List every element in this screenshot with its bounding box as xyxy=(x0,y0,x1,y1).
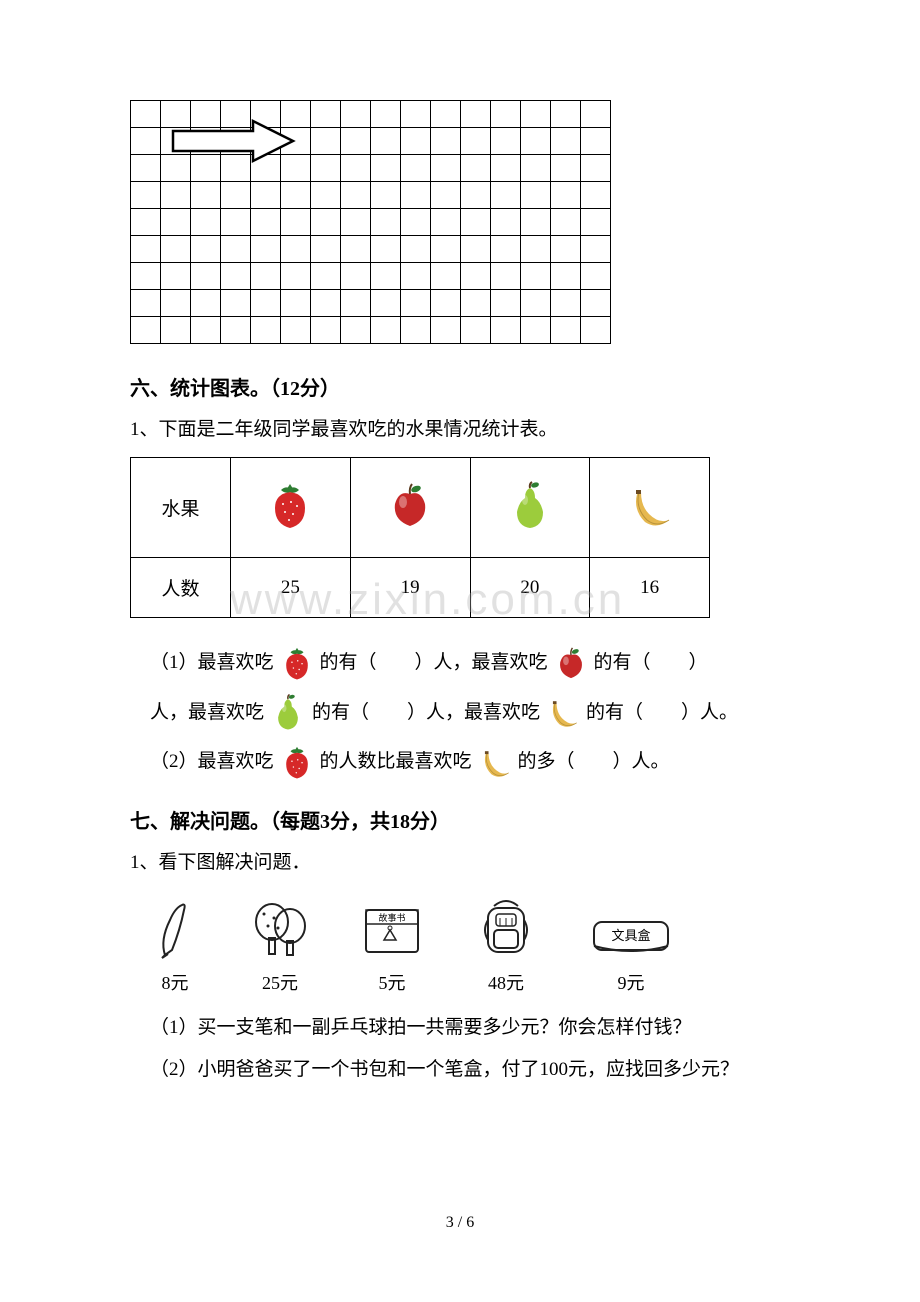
item-pencilcase: 文具盒 9元 xyxy=(588,914,674,995)
section6-q1-line1: （1）最喜欢吃 的有（ ）人，最喜欢吃 的有（ ） xyxy=(150,638,790,687)
section7-q2: （2）小明爸爸买了一个书包和一个笔盒，付了100元，应找回多少元？ xyxy=(150,1055,790,1085)
pencilcase-price: 9元 xyxy=(588,969,674,995)
section6-heading: 六、统计图表。（12分） xyxy=(130,372,790,401)
shop-items-row: 8元 25元 故事书 5元 48元 xyxy=(150,896,790,995)
count-pear: 20 xyxy=(470,558,590,618)
item-paddles: 25元 xyxy=(250,900,310,995)
fruit-strawberry-cell xyxy=(231,458,351,558)
q1-text-c: 的有（ ） xyxy=(594,638,708,687)
strawberry-icon xyxy=(279,645,315,681)
count-apple: 19 xyxy=(350,558,470,618)
book-icon: 故事书 xyxy=(360,904,424,960)
pencilcase-icon: 文具盒 xyxy=(588,914,674,960)
count-row-label: 人数 xyxy=(131,558,231,618)
q1-text-e: 的有（ ）人，最喜欢吃 xyxy=(312,688,540,737)
backpack-icon xyxy=(474,896,538,960)
item-backpack: 48元 xyxy=(474,896,538,995)
section7-q1: （1）买一支笔和一副乒乓球拍一共需要多少元？你会怎样付钱？ xyxy=(150,1013,790,1043)
q2-text-b: 的人数比最喜欢吃 xyxy=(320,737,472,786)
section7-heading: 七、解决问题。（每题3分，共18分） xyxy=(130,805,790,834)
count-strawberry: 25 xyxy=(231,558,351,618)
section6-q1-line2: 人，最喜欢吃 的有（ ）人，最喜欢吃 的有（ ）人。 xyxy=(150,688,790,737)
banana-icon xyxy=(477,744,513,780)
arrow-shape xyxy=(165,118,305,168)
pear-icon xyxy=(269,693,307,731)
q1-text-a: （1）最喜欢吃 xyxy=(150,638,274,687)
book-label-text: 故事书 xyxy=(378,912,405,923)
pen-icon xyxy=(150,900,200,960)
q1-text-d: 人，最喜欢吃 xyxy=(150,688,264,737)
fruit-apple-cell xyxy=(350,458,470,558)
apple-icon xyxy=(553,645,589,681)
backpack-price: 48元 xyxy=(474,969,538,995)
item-book: 故事书 5元 xyxy=(360,904,424,995)
item-pen: 8元 xyxy=(150,900,200,995)
q2-text-c: 的多（ ）人。 xyxy=(518,737,670,786)
fruit-statistics-table: 水果 人数 25 19 20 16 xyxy=(130,457,710,618)
page-number: 3 / 6 xyxy=(0,1214,920,1232)
book-price: 5元 xyxy=(360,969,424,995)
pencilcase-label-text: 文具盒 xyxy=(611,928,650,943)
count-banana: 16 xyxy=(590,558,710,618)
q1-text-b: 的有（ ）人，最喜欢吃 xyxy=(320,638,548,687)
paddles-icon xyxy=(250,900,310,960)
fruit-banana-cell xyxy=(590,458,710,558)
pen-price: 8元 xyxy=(150,969,200,995)
paddles-price: 25元 xyxy=(250,969,310,995)
q2-text-a: （2）最喜欢吃 xyxy=(150,737,274,786)
section6-intro: 1、下面是二年级同学最喜欢吃的水果情况统计表。 xyxy=(130,415,790,445)
section6-q2: （2）最喜欢吃 的人数比最喜欢吃 的多（ ）人。 xyxy=(150,737,790,786)
fruit-row-label: 水果 xyxy=(131,458,231,558)
fruit-pear-cell xyxy=(470,458,590,558)
section7-intro: 1、看下图解决问题． xyxy=(130,848,790,878)
banana-icon xyxy=(545,694,581,730)
strawberry-icon xyxy=(279,744,315,780)
q1-text-f: 的有（ ）人。 xyxy=(586,688,738,737)
